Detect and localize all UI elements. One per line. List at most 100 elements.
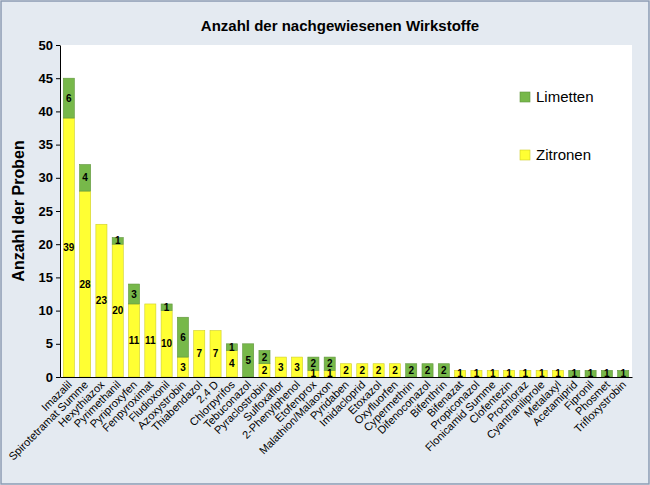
bar: [373, 364, 384, 377]
tick-mark: [56, 277, 60, 278]
bar: [80, 191, 91, 377]
data-label: 7: [196, 348, 202, 359]
tick-mark: [56, 145, 60, 146]
data-label: 2: [327, 358, 333, 369]
tick: 40: [39, 104, 60, 119]
tick-label: 25: [39, 204, 53, 219]
plot-background: [60, 45, 632, 377]
data-label: 1: [620, 368, 626, 379]
plot: 05101520253035404550ImazalilSpirotetrama…: [6, 38, 632, 463]
bar: [422, 364, 433, 377]
data-label: 3: [180, 362, 186, 373]
tick: 10: [39, 303, 60, 318]
data-label: 1: [457, 368, 463, 379]
data-label: 1: [327, 368, 333, 379]
bar: [308, 357, 319, 370]
tick: Trifloxystrobin: [572, 377, 629, 435]
data-label: 2: [311, 358, 317, 369]
bar: [145, 304, 156, 377]
bar: [80, 165, 91, 192]
tick-label: 5: [46, 336, 53, 351]
tick: 50: [39, 38, 60, 53]
bar: [63, 118, 74, 377]
legend-swatch: [520, 150, 530, 160]
bar: [194, 331, 205, 377]
bar: [210, 331, 221, 377]
tick: 30: [39, 170, 60, 185]
tick: 20: [39, 237, 60, 252]
bars: [63, 78, 628, 377]
x-axis: ImazalilSpirotetramat SummeHexythiazoxPy…: [6, 377, 632, 462]
tick: 15: [39, 270, 60, 285]
data-label: 6: [66, 93, 72, 104]
bar: [210, 330, 221, 331]
legend-item: Zitronen: [520, 146, 591, 163]
data-label: 1: [604, 368, 610, 379]
chart-background: [1, 1, 649, 484]
bar: [177, 317, 188, 357]
tick-mark: [56, 111, 60, 112]
data-label: 28: [80, 279, 92, 290]
data-label: 3: [294, 362, 300, 373]
legend: Limetten Zitronen: [520, 88, 594, 163]
tick: 45: [39, 71, 60, 86]
tick-label: 30: [39, 170, 53, 185]
tick-label: 0: [46, 370, 53, 385]
data-label: 1: [164, 302, 170, 313]
bar: [96, 224, 107, 377]
series: [63, 118, 563, 377]
data-label: 2: [441, 365, 447, 376]
data-label: 4: [82, 172, 88, 183]
tick-label: 45: [39, 71, 53, 86]
bar: [324, 357, 335, 370]
data-label: 1: [474, 368, 480, 379]
bar: [406, 364, 417, 377]
data-label: 2: [376, 365, 382, 376]
bar: [161, 311, 172, 377]
bar: [128, 304, 139, 377]
bar: [438, 364, 449, 377]
bar: [259, 350, 270, 363]
data-label: 3: [131, 289, 137, 300]
data-label: 10: [161, 338, 173, 349]
tick-mark: [56, 377, 60, 378]
data-labels: 3928232011111037742331122221111111641316…: [63, 93, 626, 380]
data-label: 1: [311, 368, 317, 379]
tick: 25: [39, 204, 60, 219]
data-label: 2: [408, 365, 414, 376]
title: Anzahl der nachgewiesenen Wirkstoffe: [201, 17, 479, 34]
data-label: 11: [145, 335, 156, 346]
bar: [128, 284, 139, 304]
bar: [96, 224, 107, 225]
legend-swatch: [520, 92, 530, 102]
legend-item: Limetten: [520, 88, 594, 105]
data-label: 1: [490, 368, 496, 379]
data-label: 6: [180, 332, 186, 343]
data-label: 5: [245, 355, 251, 366]
data-label: 23: [96, 295, 108, 306]
bar: [292, 357, 303, 377]
data-label: 4: [229, 358, 235, 369]
data-label: 2: [392, 365, 398, 376]
data-label: 1: [571, 368, 577, 379]
bar: [243, 344, 254, 377]
data-label: 2: [343, 365, 349, 376]
axis-title: Anzahl der Proben: [10, 140, 27, 281]
tick-mark: [56, 45, 60, 46]
bar: [292, 357, 303, 358]
tick-label: 50: [39, 38, 53, 53]
legend-label: Limetten: [536, 88, 594, 105]
bar: [63, 78, 74, 118]
data-label: 39: [63, 242, 75, 253]
axis-line: [60, 46, 61, 378]
bar: [177, 357, 188, 377]
bar: [340, 364, 351, 377]
data-label: 3: [278, 362, 284, 373]
legend-label: Zitronen: [536, 146, 591, 163]
tick-label: Trifloxystrobin: [572, 378, 629, 435]
bar: [112, 244, 123, 377]
bar: [389, 364, 400, 377]
tick-mark: [56, 178, 60, 179]
data-label: 20: [112, 305, 124, 316]
data-label: 1: [588, 368, 594, 379]
